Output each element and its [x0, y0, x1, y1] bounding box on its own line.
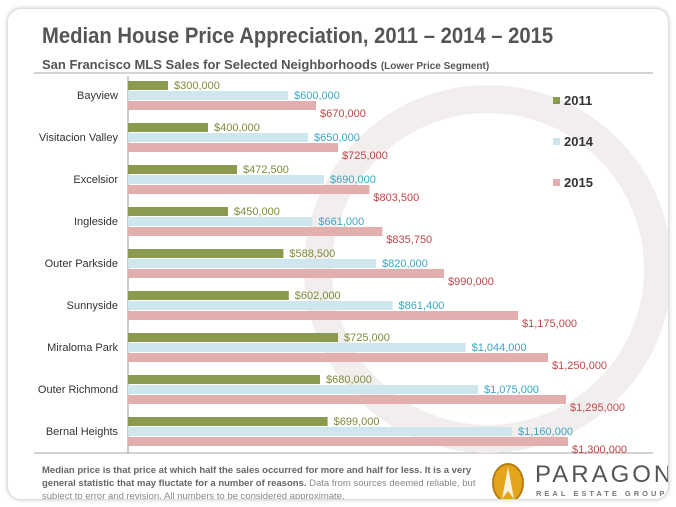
data-label-2015: $1,295,000 — [570, 402, 625, 414]
legend-label-2011: 2011 — [564, 93, 592, 108]
bar-2015 — [128, 185, 370, 194]
data-label-2014: $690,000 — [330, 174, 376, 186]
bar-2015 — [128, 227, 383, 236]
category-label: Excelsior — [73, 174, 118, 186]
category-label: Visitacion Valley — [39, 132, 119, 144]
legend-swatch-2014 — [553, 138, 560, 145]
data-label-2014: $650,000 — [314, 132, 360, 144]
bar-2015 — [128, 311, 518, 320]
bar-2015 — [128, 395, 566, 404]
footnote-bold: Median price is that price at which half… — [42, 465, 472, 489]
category-label: Miraloma Park — [47, 342, 118, 354]
data-label-2015: $990,000 — [448, 276, 494, 288]
footnote-normal: Data from sources deemed reliable, but s… — [42, 478, 476, 500]
data-label-2015: $725,000 — [342, 150, 388, 162]
bar-2015 — [128, 143, 338, 152]
bar-2015 — [128, 101, 316, 110]
legend-label-2015: 2015 — [564, 175, 593, 190]
bar-2014 — [128, 175, 324, 184]
brand-name: PARAGON — [535, 461, 669, 488]
subtitle-note: (Lower Price Segment) — [380, 61, 490, 72]
category-label: Bernal Heights — [46, 426, 119, 438]
bar-2014 — [128, 427, 512, 436]
category-label: Outer Parkside — [45, 258, 118, 270]
bar-2014 — [128, 259, 376, 268]
data-label-2014: $1,160,000 — [518, 426, 573, 438]
data-label-2014: $1,075,000 — [484, 384, 539, 396]
category-label: Bayview — [77, 90, 118, 102]
data-label-2011: $400,000 — [214, 122, 260, 134]
bar-2014 — [128, 385, 478, 394]
data-label-2015: $1,175,000 — [522, 318, 577, 330]
bar-2014 — [128, 343, 466, 352]
data-label-2014: $661,000 — [318, 216, 364, 228]
category-label: Ingleside — [74, 216, 118, 228]
data-label-2015: $835,750 — [386, 234, 432, 246]
bar-2011 — [128, 81, 168, 90]
category-label: Sunnyside — [67, 300, 118, 312]
chart-title: Median House Price Appreciation, 2011 – … — [42, 23, 554, 48]
bar-2011 — [128, 291, 289, 300]
bar-2011 — [128, 333, 338, 342]
data-label-2011: $300,000 — [174, 80, 220, 92]
bar-2014 — [128, 91, 288, 100]
bar-2011 — [128, 123, 208, 132]
bar-2015 — [128, 437, 568, 446]
legend-label-2014: 2014 — [564, 134, 594, 149]
subtitle-text: San Francisco MLS Sales for Selected Nei… — [42, 57, 378, 72]
bar-2011 — [128, 417, 328, 426]
data-label-2014: $861,400 — [399, 300, 445, 312]
bar-2015 — [128, 353, 548, 362]
bar-2014 — [128, 217, 313, 226]
brand-tagline: REAL ESTATE GROUP — [536, 489, 668, 498]
data-label-2011: $699,000 — [334, 416, 380, 428]
slide: Median House Price Appreciation, 2011 – … — [7, 8, 669, 500]
data-label-2015: $1,250,000 — [552, 360, 607, 372]
category-label: Outer Richmond — [38, 384, 118, 396]
data-label-2015: $670,000 — [320, 108, 366, 120]
bar-2011 — [128, 207, 228, 216]
bar-2011 — [128, 165, 237, 174]
bar-2011 — [128, 375, 320, 384]
data-label-2015: $803,500 — [373, 192, 419, 204]
data-label-2011: $680,000 — [326, 374, 372, 386]
bar-2011 — [128, 249, 284, 258]
data-label-2015: $1,300,000 — [572, 444, 627, 456]
legend-swatch-2015 — [553, 179, 560, 186]
paragon-logo-icon — [492, 463, 524, 499]
bar-2015 — [128, 269, 444, 278]
bar-2014 — [128, 133, 308, 142]
data-label-2011: $725,000 — [344, 332, 390, 344]
legend-swatch-2011 — [553, 97, 560, 104]
data-label-2014: $1,044,000 — [472, 342, 527, 354]
data-label-2011: $450,000 — [234, 206, 280, 218]
bar-2014 — [128, 301, 393, 310]
footnote: Median price is that price at which half… — [42, 464, 482, 500]
data-label-2011: $602,000 — [295, 290, 341, 302]
bar-chart: Bayview $300,000 $600,000 $670,000 Visitacio… — [34, 72, 668, 456]
data-label-2011: $588,500 — [289, 248, 335, 260]
data-label-2014: $600,000 — [294, 90, 340, 102]
data-label-2014: $820,000 — [382, 258, 428, 270]
data-label-2011: $472,500 — [243, 164, 289, 176]
chart-subtitle: San Francisco MLS Sales for Selected Nei… — [42, 57, 489, 72]
